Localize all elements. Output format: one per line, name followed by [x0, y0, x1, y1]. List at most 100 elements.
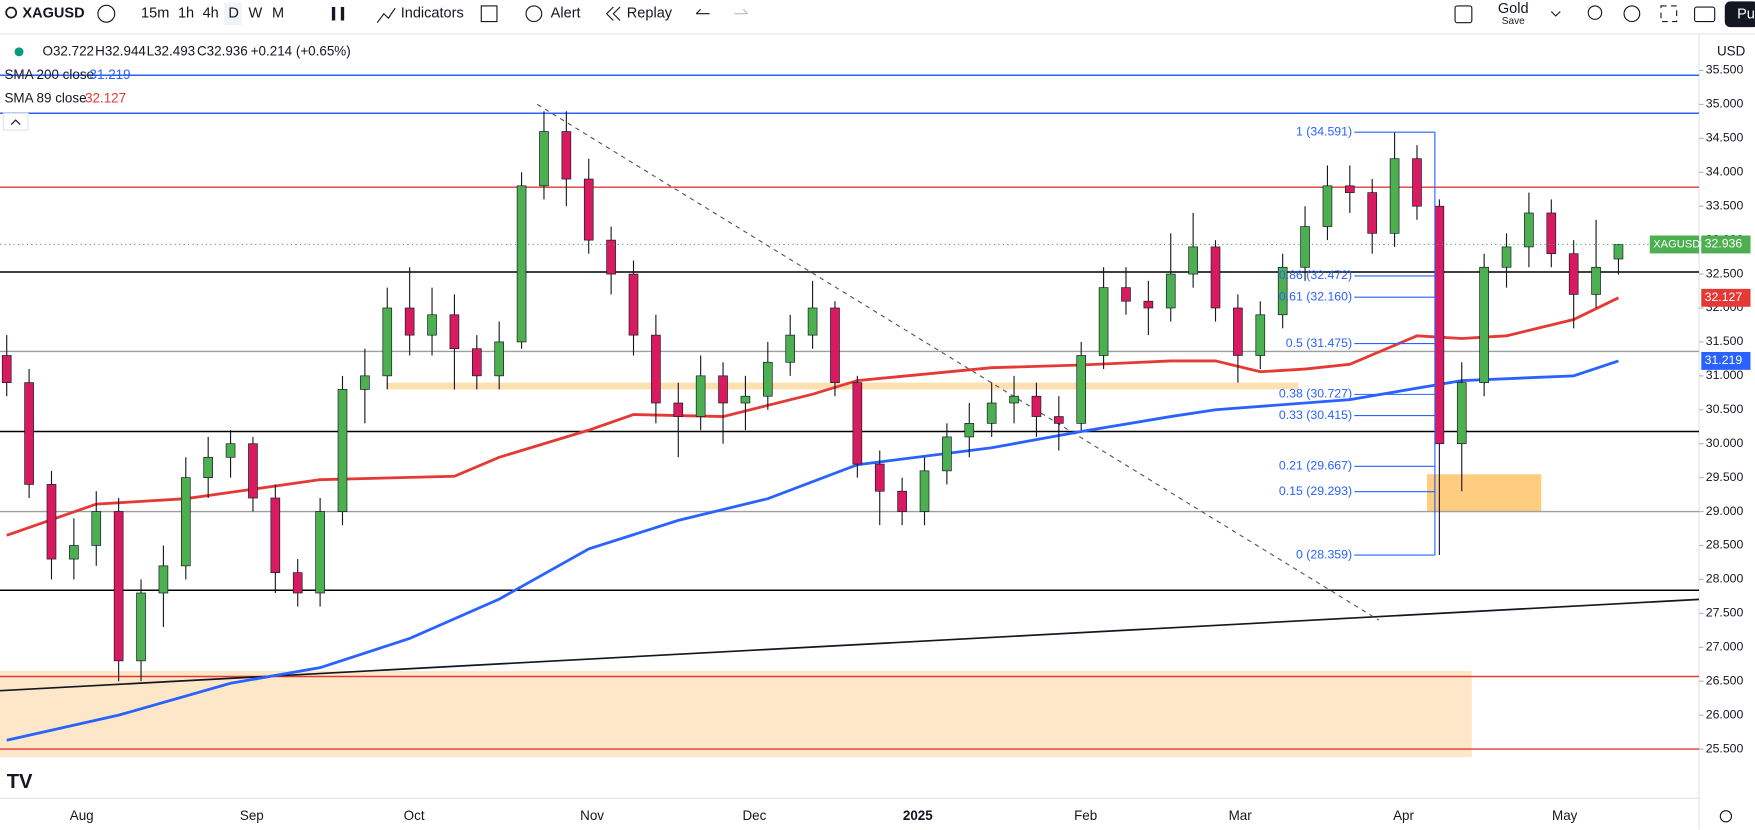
sma-price-tag: [1701, 288, 1751, 307]
y-tick-label: 30.000: [1706, 436, 1744, 450]
axes: 25.500 26.000 26.500 27.000 27.500 28.000 28.5…: [70, 63, 1751, 823]
candle-body: [516, 185, 527, 343]
candle-body: [1345, 185, 1355, 193]
candle-body: [583, 178, 594, 241]
quick-search[interactable]: [1587, 5, 1603, 20]
templates-icon[interactable]: [480, 5, 498, 23]
candle-body: [1412, 158, 1422, 207]
symbol-tag: [1649, 235, 1700, 254]
candle-body: [874, 463, 885, 492]
ohlc-close: C32.936: [197, 43, 248, 58]
sma200-value: 31.219: [90, 67, 131, 82]
candle-body: [1009, 395, 1019, 404]
candle-body: [561, 131, 572, 180]
layout-name[interactable]: Gold: [1498, 1, 1529, 17]
interval[interactable]: 4h: [203, 6, 219, 22]
y-tick-label: 30.500: [1706, 402, 1744, 416]
tv-logo: TV: [7, 771, 33, 793]
candle-body: [1568, 253, 1579, 295]
y-tick-label: 29.500: [1706, 470, 1744, 484]
layout-menu[interactable]: [1550, 11, 1561, 17]
candle-body: [404, 307, 415, 336]
sma200-name: SMA 200 close: [4, 67, 94, 82]
interval[interactable]: 1h: [178, 6, 194, 22]
undo[interactable]: [695, 8, 710, 15]
candle-body: [382, 307, 393, 377]
x-tick-label: Oct: [404, 808, 425, 823]
candle-body: [1098, 287, 1109, 356]
candle-body: [897, 490, 907, 512]
collapse-legend[interactable]: [2, 112, 29, 131]
y-tick-label: 32.500: [1706, 266, 1744, 280]
fib-label: 0.21 (29.667): [1279, 459, 1352, 473]
candle-body: [1188, 246, 1198, 275]
interval[interactable]: D: [228, 6, 239, 22]
candle-body: [225, 443, 236, 458]
redo[interactable]: [734, 8, 749, 15]
layout-save[interactable]: Save: [1502, 16, 1525, 27]
candle-body: [449, 314, 460, 350]
y-tick-label: 31.500: [1706, 334, 1744, 348]
candle-body: [337, 389, 348, 512]
candle-body: [942, 436, 952, 472]
publish-button[interactable]: [1724, 1, 1755, 28]
candle-body: [158, 565, 169, 594]
settings[interactable]: [1623, 5, 1641, 23]
interval[interactable]: M: [272, 6, 284, 22]
publish-label[interactable]: Pu: [1737, 7, 1755, 23]
y-tick-label: 25.500: [1706, 741, 1744, 755]
candle-body: [1613, 244, 1624, 260]
snapshot[interactable]: [1694, 6, 1716, 23]
sma-price-tag-label: 31.219: [1705, 353, 1743, 367]
candle-body: [606, 239, 616, 275]
candle-body: [46, 484, 57, 560]
candle-body: [1367, 192, 1378, 234]
candle-body: [360, 375, 370, 390]
candle-body: [807, 307, 818, 336]
y-tick-label: 28.000: [1706, 572, 1744, 586]
add-symbol[interactable]: [97, 4, 116, 23]
candle-body: [1322, 185, 1333, 227]
fib-label: 0.15 (29.293): [1279, 484, 1352, 498]
x-tick-label: May: [1552, 808, 1578, 823]
candle-body: [136, 592, 146, 662]
indicators-button[interactable]: Indicators: [401, 6, 464, 22]
candle-body: [1456, 382, 1467, 445]
plot: 1 (34.591) 0.86 (32.472) 0.61 (32.160) 0.5 …: [0, 74, 1700, 758]
symbol[interactable]: XAGUSD: [22, 6, 84, 22]
trendline: [536, 103, 1380, 621]
ohlc-open: O32.722: [43, 43, 95, 58]
interval[interactable]: W: [248, 6, 262, 22]
candle-body: [651, 334, 661, 404]
axis-settings[interactable]: [1719, 810, 1733, 823]
candle-body: [1031, 395, 1042, 417]
candle-body: [1591, 266, 1601, 295]
fullscreen[interactable]: [1660, 5, 1678, 23]
replay-button[interactable]: Replay: [627, 6, 673, 22]
y-tick-label: 27.000: [1706, 640, 1744, 654]
candle-body: [986, 402, 997, 424]
market-status: [14, 47, 24, 57]
sma-line: [6, 359, 1619, 742]
alert-button[interactable]: Alert: [551, 6, 581, 22]
candle-body: [91, 511, 102, 546]
search-icon: [5, 6, 18, 19]
symbol-tag-label: XAGUSD: [1653, 238, 1700, 250]
candle-body: [1076, 355, 1087, 424]
candle-body: [830, 307, 840, 383]
candle-body: [1277, 266, 1288, 316]
layout-icon[interactable]: [1454, 5, 1473, 24]
collapse-icon: [10, 119, 21, 125]
candle-body: [1, 355, 12, 383]
fib-label: 0.5 (31.475): [1286, 336, 1352, 350]
candle-body: [1546, 212, 1557, 255]
interval[interactable]: 15m: [141, 6, 169, 22]
sma-line: [6, 296, 1620, 537]
candle-body: [1121, 287, 1131, 302]
candle-body: [292, 572, 303, 594]
y-tick-label: 27.500: [1706, 606, 1744, 620]
currency[interactable]: USD: [1717, 43, 1746, 58]
ohlc-change: +0.214 (+0.65%): [251, 43, 351, 58]
chart-type-icon[interactable]: [331, 7, 345, 21]
candle-body: [1501, 246, 1512, 268]
